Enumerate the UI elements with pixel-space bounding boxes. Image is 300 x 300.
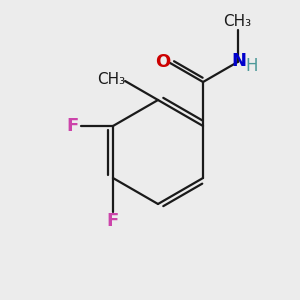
Text: N: N (231, 52, 246, 70)
Text: O: O (155, 53, 171, 71)
Text: CH₃: CH₃ (97, 73, 125, 88)
Text: F: F (67, 117, 79, 135)
Text: CH₃: CH₃ (224, 14, 252, 29)
Text: F: F (107, 212, 119, 230)
Text: H: H (245, 57, 258, 75)
